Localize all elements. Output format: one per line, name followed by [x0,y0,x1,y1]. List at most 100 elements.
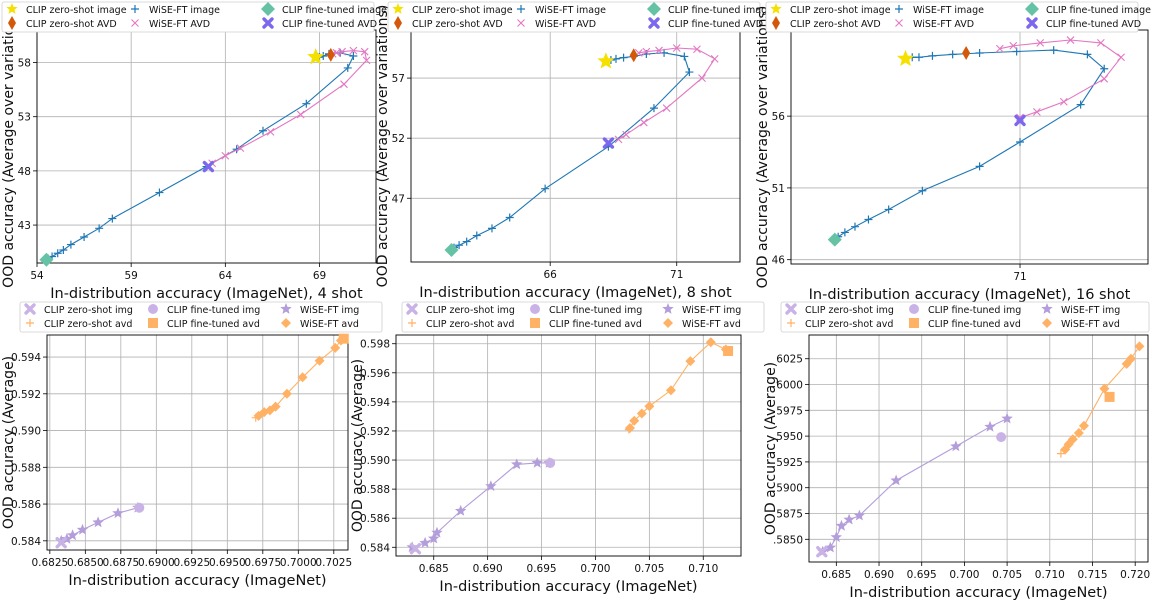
y-tick-label: 5900 [776,483,803,495]
data-point [259,126,267,135]
legend-label: CLIP fine-tuned avd [928,319,1021,330]
data-point [1083,50,1092,59]
legend-marker [280,303,292,314]
y-tick-label: 5875 [776,509,803,521]
data-point [349,46,358,55]
plot-frame [36,29,377,264]
plot-frame [395,334,742,557]
legend-label: WiSE-FT AVD [535,19,596,30]
data-point [984,420,996,432]
data-point [629,48,638,63]
legend-marker [392,3,404,14]
data-point [995,44,1004,53]
legend-label: CLIP fine-tuned AVD [668,19,763,30]
data-point [76,523,89,535]
data-point [644,401,655,412]
x-axis-label: In-distribution accuracy (ImageNet), 4 s… [50,286,363,302]
data-point [53,249,62,258]
data-point [270,401,281,412]
y-tick-label: 58 [18,58,31,70]
data-point [343,63,352,72]
data-point [541,184,550,193]
legend: CLIP zero-shot img CLIP fine-tuned img WiS… [19,301,383,333]
legend-label: CLIP fine-tuned image [668,5,773,16]
data-point [1014,114,1026,127]
data-point [1056,449,1065,458]
data-point [1117,53,1125,62]
legend-label: CLIP zero-shot image [412,5,513,16]
legend-label: CLIP zero-shot img [426,305,515,316]
x-tick-label: 0.710 [1035,569,1065,581]
data-point [948,50,957,59]
series-line [48,52,355,260]
legend-label: CLIP zero-shot AVD [790,19,881,30]
data-point [843,513,855,525]
data-point [840,228,849,237]
data-point [39,252,54,267]
data-point [624,425,633,434]
legend-label: CLIP fine-tuned avd [549,319,642,330]
legend-label: WiSE-FT AVD [913,19,974,30]
series-line [211,50,368,164]
legend-box [401,301,765,333]
data-point [340,80,348,89]
legend-marker [148,304,158,314]
x-tick-label: 0.7000 [280,557,317,569]
data-point [281,388,292,399]
legend-marker [24,303,36,315]
y-tick-label: 52 [392,133,405,145]
legend-marker [909,304,919,314]
legend-marker [8,16,16,30]
legend-marker [517,5,525,13]
x-axis-label: In-distribution accuracy (ImageNet), 16 … [809,287,1131,303]
legend-marker [770,3,782,14]
data-point [266,127,275,136]
data-point [1001,412,1013,424]
data-point [1104,391,1115,402]
data-point [55,536,67,549]
legend-box [765,1,1139,33]
data-point [134,502,145,513]
legend-marker [530,304,540,314]
data-point [455,241,464,250]
data-point [705,337,716,348]
data-point [236,144,245,153]
series-line [999,39,1122,119]
legend-label: CLIP fine-tuned img [167,305,260,316]
legend-marker [517,19,525,27]
data-point [975,162,984,171]
x-tick-label: 0.7025 [315,557,352,569]
legend-label: WiSE-FT avd [682,319,741,330]
x-tick-label: 69 [313,270,326,282]
data-point [338,333,349,344]
y-tick-label: 0.588 [11,462,41,474]
legend-marker [1041,303,1053,314]
legend-label: CLIP fine-tuned image [1046,5,1151,16]
y-axis-label: OOD accuracy (Average over variations) [375,5,391,288]
data-point [629,415,640,426]
legend-label: CLIP zero-shot img [805,305,894,316]
data-point [66,529,79,541]
data-point [1066,36,1075,44]
data-point [1134,341,1145,352]
data-point [314,355,325,366]
legend-marker [261,2,275,16]
data-point [1099,383,1110,394]
data-point [455,504,467,516]
data-point [622,130,631,139]
data-point [685,68,694,77]
x-tick-label: 0.685 [821,569,851,581]
legend-marker [772,16,780,30]
data-point [487,224,496,233]
legend-label: CLIP zero-shot image [790,5,891,16]
legend-label: CLIP zero-shot avd [44,319,132,330]
data-point [1009,41,1018,50]
plot-frame [808,334,1149,563]
data-point [59,245,68,254]
x-tick-label: 0.690 [473,563,503,575]
data-point [597,52,615,69]
legend-label: CLIP zero-shot avd [805,319,893,330]
legend-label: CLIP fine-tuned img [928,305,1021,316]
data-point [66,240,75,249]
legend-marker [787,319,795,327]
